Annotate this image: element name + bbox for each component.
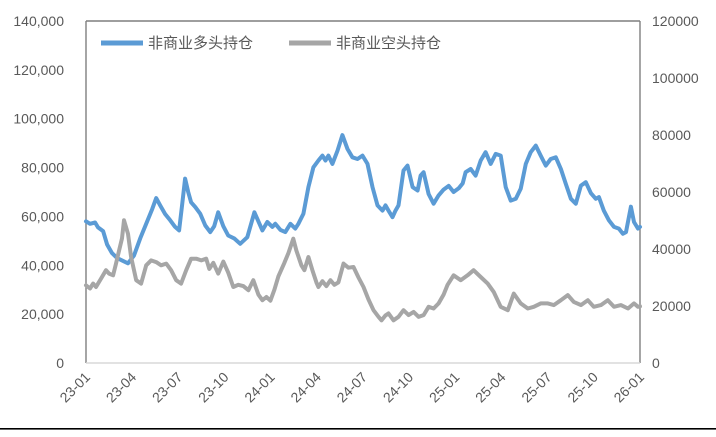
x-tick-label: 25-07 [518,369,555,406]
y-left-tick-label: 80,000 [21,160,64,176]
y-right-tick-label: 120000 [652,13,699,29]
x-tick-label: 23-01 [56,369,93,406]
y-axis-right-labels: 0 20000 40000 60000 80000 100000 120000 [652,13,699,371]
series-lines [84,133,642,323]
x-tick-label: 23-10 [195,369,232,406]
x-axis-labels: 23-01 23-04 23-07 23-10 24-01 24-04 24-07 24-10… [56,369,647,406]
x-tick-label: 23-04 [103,369,140,406]
y-right-tick-label: 60000 [652,184,691,200]
y-left-tick-label: 100,000 [13,111,64,127]
y-left-tick-label: 120,000 [13,62,64,78]
y-left-tick-label: 140,000 [13,13,64,29]
y-right-tick-label: 0 [652,355,660,371]
y-left-tick-label: 40,000 [21,257,64,273]
x-tick-label: 24-10 [380,369,417,406]
x-tick-label: 24-04 [287,369,324,406]
y-right-tick-label: 100000 [652,70,699,86]
bottom-rule-line [0,428,716,430]
x-tick-label: 25-04 [472,369,509,406]
plot-border [85,20,641,364]
x-tick-label: 23-07 [149,369,186,406]
y-right-tick-label: 20000 [652,298,691,314]
y-left-tick-label: 20,000 [21,306,64,322]
x-tick-label: 24-01 [241,369,278,406]
long-positions-line [84,133,642,266]
x-tick-label: 25-01 [426,369,463,406]
y-right-tick-label: 80000 [652,127,691,143]
y-left-tick-label: 60,000 [21,208,64,224]
legend: 非商业多头持仓 非商业空头持仓 [101,35,441,52]
y-left-tick-label: 0 [56,355,64,371]
bottom-divider-rule [0,428,716,430]
y-right-tick-label: 40000 [652,241,691,257]
y-axis-left-labels: 0 20,000 40,000 60,000 80,000 100,000 120,000 1… [13,13,64,371]
short-positions-line [84,218,642,323]
legend-label: 非商业多头持仓 [148,35,253,52]
x-tick-label: 24-07 [333,369,370,406]
x-tick-label: 26-01 [610,369,647,406]
x-tick-label: 25-10 [564,369,601,406]
legend-label: 非商业空头持仓 [336,35,441,52]
